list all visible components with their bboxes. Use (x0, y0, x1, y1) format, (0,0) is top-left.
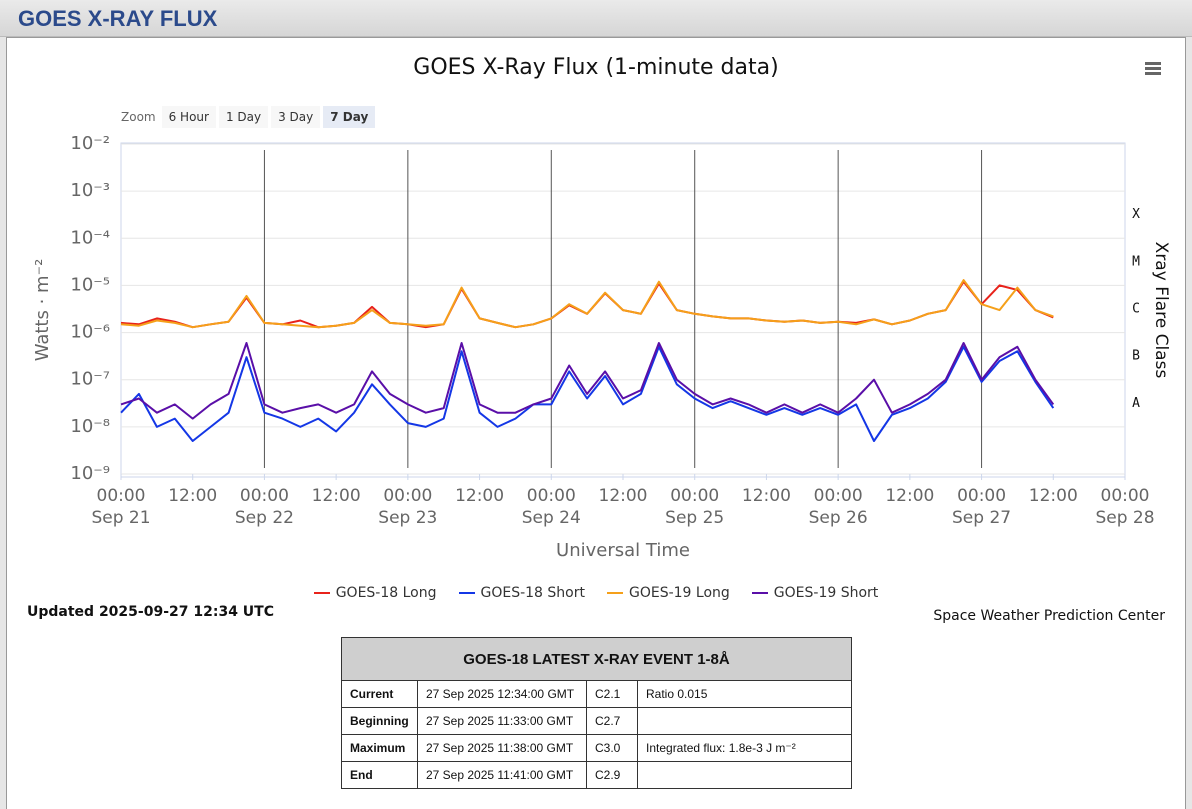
x-tick-label: 00:00 Sep 22 (234, 486, 294, 528)
table-row: Maximum 27 Sep 2025 11:38:00 GMT C3.0 Integ… (341, 734, 852, 762)
legend-label: GOES-19 Short (773, 585, 879, 601)
table-cell: Ratio 0.015 (637, 680, 852, 708)
legend-symbol (751, 592, 768, 594)
legend-symbol (458, 592, 475, 594)
y-axis-title: Watts · m⁻² (32, 259, 53, 362)
y-tick-label: 10⁻⁹ (70, 463, 110, 484)
x-tick-label: 12:00 (455, 486, 505, 506)
x-tick-label: 12:00 (311, 486, 361, 506)
x-tick-label: 00:00 Sep 27 (952, 486, 1012, 528)
table-cell: End (341, 761, 418, 789)
y2-tick-label: C (1132, 302, 1140, 317)
x-tick-label: 00:00 Sep 26 (808, 486, 868, 528)
legend-item[interactable]: GOES-19 Short (751, 585, 879, 601)
table-cell: 27 Sep 2025 11:41:00 GMT (417, 761, 587, 789)
legend-label: GOES-18 Long (335, 585, 437, 601)
zoom-button[interactable]: 6 Hour (161, 106, 216, 128)
legend-item[interactable]: GOES-18 Long (313, 585, 437, 601)
y2-tick-label: X (1132, 207, 1140, 222)
x-axis-title: Universal Time (556, 540, 690, 561)
table-cell: 27 Sep 2025 12:34:00 GMT (417, 680, 587, 708)
menu-bar (1145, 72, 1161, 75)
table-cell: 27 Sep 2025 11:33:00 GMT (417, 707, 587, 735)
x-tick-label: 00:00 Sep 24 (521, 486, 581, 528)
y-tick-label: 10⁻³ (70, 180, 110, 201)
table-body: Current 27 Sep 2025 12:34:00 GMT C2.1 Ratio… (341, 680, 852, 789)
table-row: Beginning 27 Sep 2025 11:33:00 GMT C2.7 (341, 707, 852, 735)
table-row: Current 27 Sep 2025 12:34:00 GMT C2.1 Ratio… (341, 680, 852, 708)
legend-item[interactable]: GOES-19 Long (607, 585, 730, 601)
table-cell (637, 761, 852, 789)
x-tick-label: 00:00 Sep 28 (1095, 486, 1155, 528)
menu-bar (1145, 67, 1161, 70)
updated-text: Updated 2025-09-27 12:34 UTC (27, 604, 274, 620)
table-cell: C3.0 (586, 734, 638, 762)
series-lines (120, 279, 1055, 442)
legend: GOES-18 Long GOES-18 Short GOES-19 Long GOE… (0, 585, 1192, 601)
legend-item[interactable]: GOES-18 Short (458, 585, 586, 601)
grid (120, 143, 1126, 480)
credit-text: Space Weather Prediction Center (933, 608, 1165, 624)
y-tick-label: 10⁻⁷ (70, 369, 110, 390)
table-cell (637, 707, 852, 735)
table-cell: 27 Sep 2025 11:38:00 GMT (417, 734, 587, 762)
series-line (120, 345, 1055, 442)
zoom-button[interactable]: 3 Day (271, 106, 321, 128)
x-tick-label: 12:00 (168, 486, 218, 506)
table-cell: Current (341, 680, 418, 708)
zoom-button[interactable]: 1 Day (218, 106, 269, 128)
series-line (120, 280, 1054, 329)
legend-label: GOES-18 Short (480, 585, 586, 601)
y2-tick-label: B (1132, 349, 1140, 364)
menu-bar (1145, 62, 1161, 65)
y-tick-label: 10⁻⁴ (70, 227, 110, 248)
legend-label: GOES-19 Long (629, 585, 730, 601)
table-cell: Integrated flux: 1.8e-3 J m⁻² (637, 734, 852, 762)
table-row: End 27 Sep 2025 11:41:00 GMT C2.9 (341, 761, 852, 789)
table-cell: Maximum (341, 734, 418, 762)
y2-tick-label: M (1132, 254, 1140, 269)
x-tick-label: 12:00 (885, 486, 935, 506)
series-line (120, 279, 1054, 329)
x-tick-label: 12:00 (741, 486, 791, 506)
table-cell: C2.9 (586, 761, 638, 789)
series-line (120, 342, 1055, 420)
header-title: GOES X-RAY FLUX (18, 6, 218, 31)
y-tick-label: 10⁻⁸ (70, 416, 110, 437)
header-bar: GOES X-RAY FLUX (0, 0, 1192, 37)
zoom-button[interactable]: 7 Day (323, 106, 376, 128)
y-tick-label: 10⁻² (70, 133, 110, 154)
menu-button[interactable] (1145, 62, 1161, 76)
table-title: GOES-18 LATEST X-RAY EVENT 1-8Å (341, 637, 852, 681)
legend-symbol (313, 592, 330, 594)
zoom-bar: Zoom 6 Hour 1 Day 3 Day 7 Day (121, 106, 378, 128)
chart-title: GOES X-Ray Flux (1-minute data) (413, 55, 778, 80)
legend-symbol (607, 592, 623, 594)
table-cell: C2.7 (586, 707, 638, 735)
y-tick-label: 10⁻⁵ (70, 274, 110, 295)
y2-tick-label: A (1132, 396, 1140, 411)
x-tick-label: 00:00 Sep 21 (91, 486, 151, 528)
x-tick-label: 12:00 (598, 486, 648, 506)
x-tick-label: 00:00 Sep 23 (378, 486, 438, 528)
x-tick-label: 00:00 Sep 25 (665, 486, 725, 528)
table-cell: Beginning (341, 707, 418, 735)
y-tick-label: 10⁻⁶ (70, 322, 110, 343)
zoom-label: Zoom (121, 110, 156, 124)
y2-axis-title: Xray Flare Class (1151, 242, 1171, 379)
event-table: GOES-18 LATEST X-RAY EVENT 1-8Å Current 2… (341, 637, 852, 789)
x-tick-label: 12:00 (1028, 486, 1078, 506)
table-header-row: GOES-18 LATEST X-RAY EVENT 1-8Å (341, 637, 852, 681)
table-cell: C2.1 (586, 680, 638, 708)
